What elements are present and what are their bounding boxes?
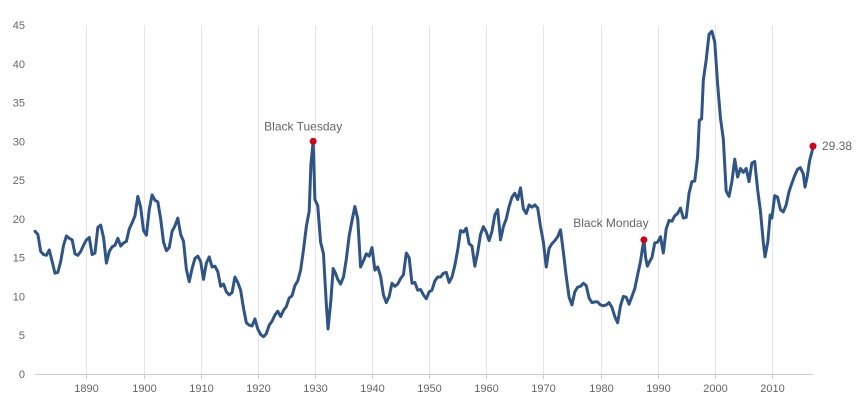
- series-layer: [33, 29, 815, 339]
- y-tick-label: 30: [13, 136, 25, 148]
- x-axis: 1890 1900 1910 1920 1930 1940 1950 1960 1970 1980…: [35, 374, 813, 395]
- y-axis: 0 5 10 15 20 25 30 35 40 45: [13, 20, 25, 381]
- annotation-label: Black Tuesday: [264, 119, 342, 133]
- annotations: Black Tuesday Black Monday 29.38: [264, 119, 852, 244]
- y-tick-label: 5: [19, 330, 25, 342]
- vertical-gridlines: [86, 25, 773, 374]
- annotation-marker: [309, 137, 317, 145]
- x-tick-label: 2000: [703, 383, 727, 395]
- x-tick-label: 1900: [132, 383, 156, 395]
- y-tick-label: 15: [13, 253, 25, 265]
- x-tick-label: 2010: [760, 383, 784, 395]
- x-tick-label: 1950: [417, 383, 441, 395]
- annotation-label: Black Monday: [573, 216, 648, 230]
- annotation-label: 29.38: [822, 139, 852, 153]
- annotation-marker: [640, 236, 648, 244]
- x-tick-label: 1940: [360, 383, 384, 395]
- x-tick-label: 1990: [646, 383, 670, 395]
- y-tick-label: 45: [13, 20, 25, 32]
- x-tick-label: 1980: [589, 383, 613, 395]
- x-tick-label: 1920: [246, 383, 270, 395]
- series-line: [33, 29, 815, 339]
- x-tick-label: 1890: [74, 383, 98, 395]
- x-tick-label: 1960: [474, 383, 498, 395]
- x-tick-label: 1910: [189, 383, 213, 395]
- y-tick-label: 40: [13, 59, 25, 71]
- annotation-marker: [809, 142, 817, 150]
- y-tick-label: 20: [13, 214, 25, 226]
- y-tick-label: 10: [13, 291, 25, 303]
- y-tick-label: 25: [13, 175, 25, 187]
- x-tick-label: 1930: [303, 383, 327, 395]
- x-tick-label: 1970: [531, 383, 555, 395]
- y-tick-label: 0: [19, 369, 25, 381]
- y-tick-label: 35: [13, 98, 25, 110]
